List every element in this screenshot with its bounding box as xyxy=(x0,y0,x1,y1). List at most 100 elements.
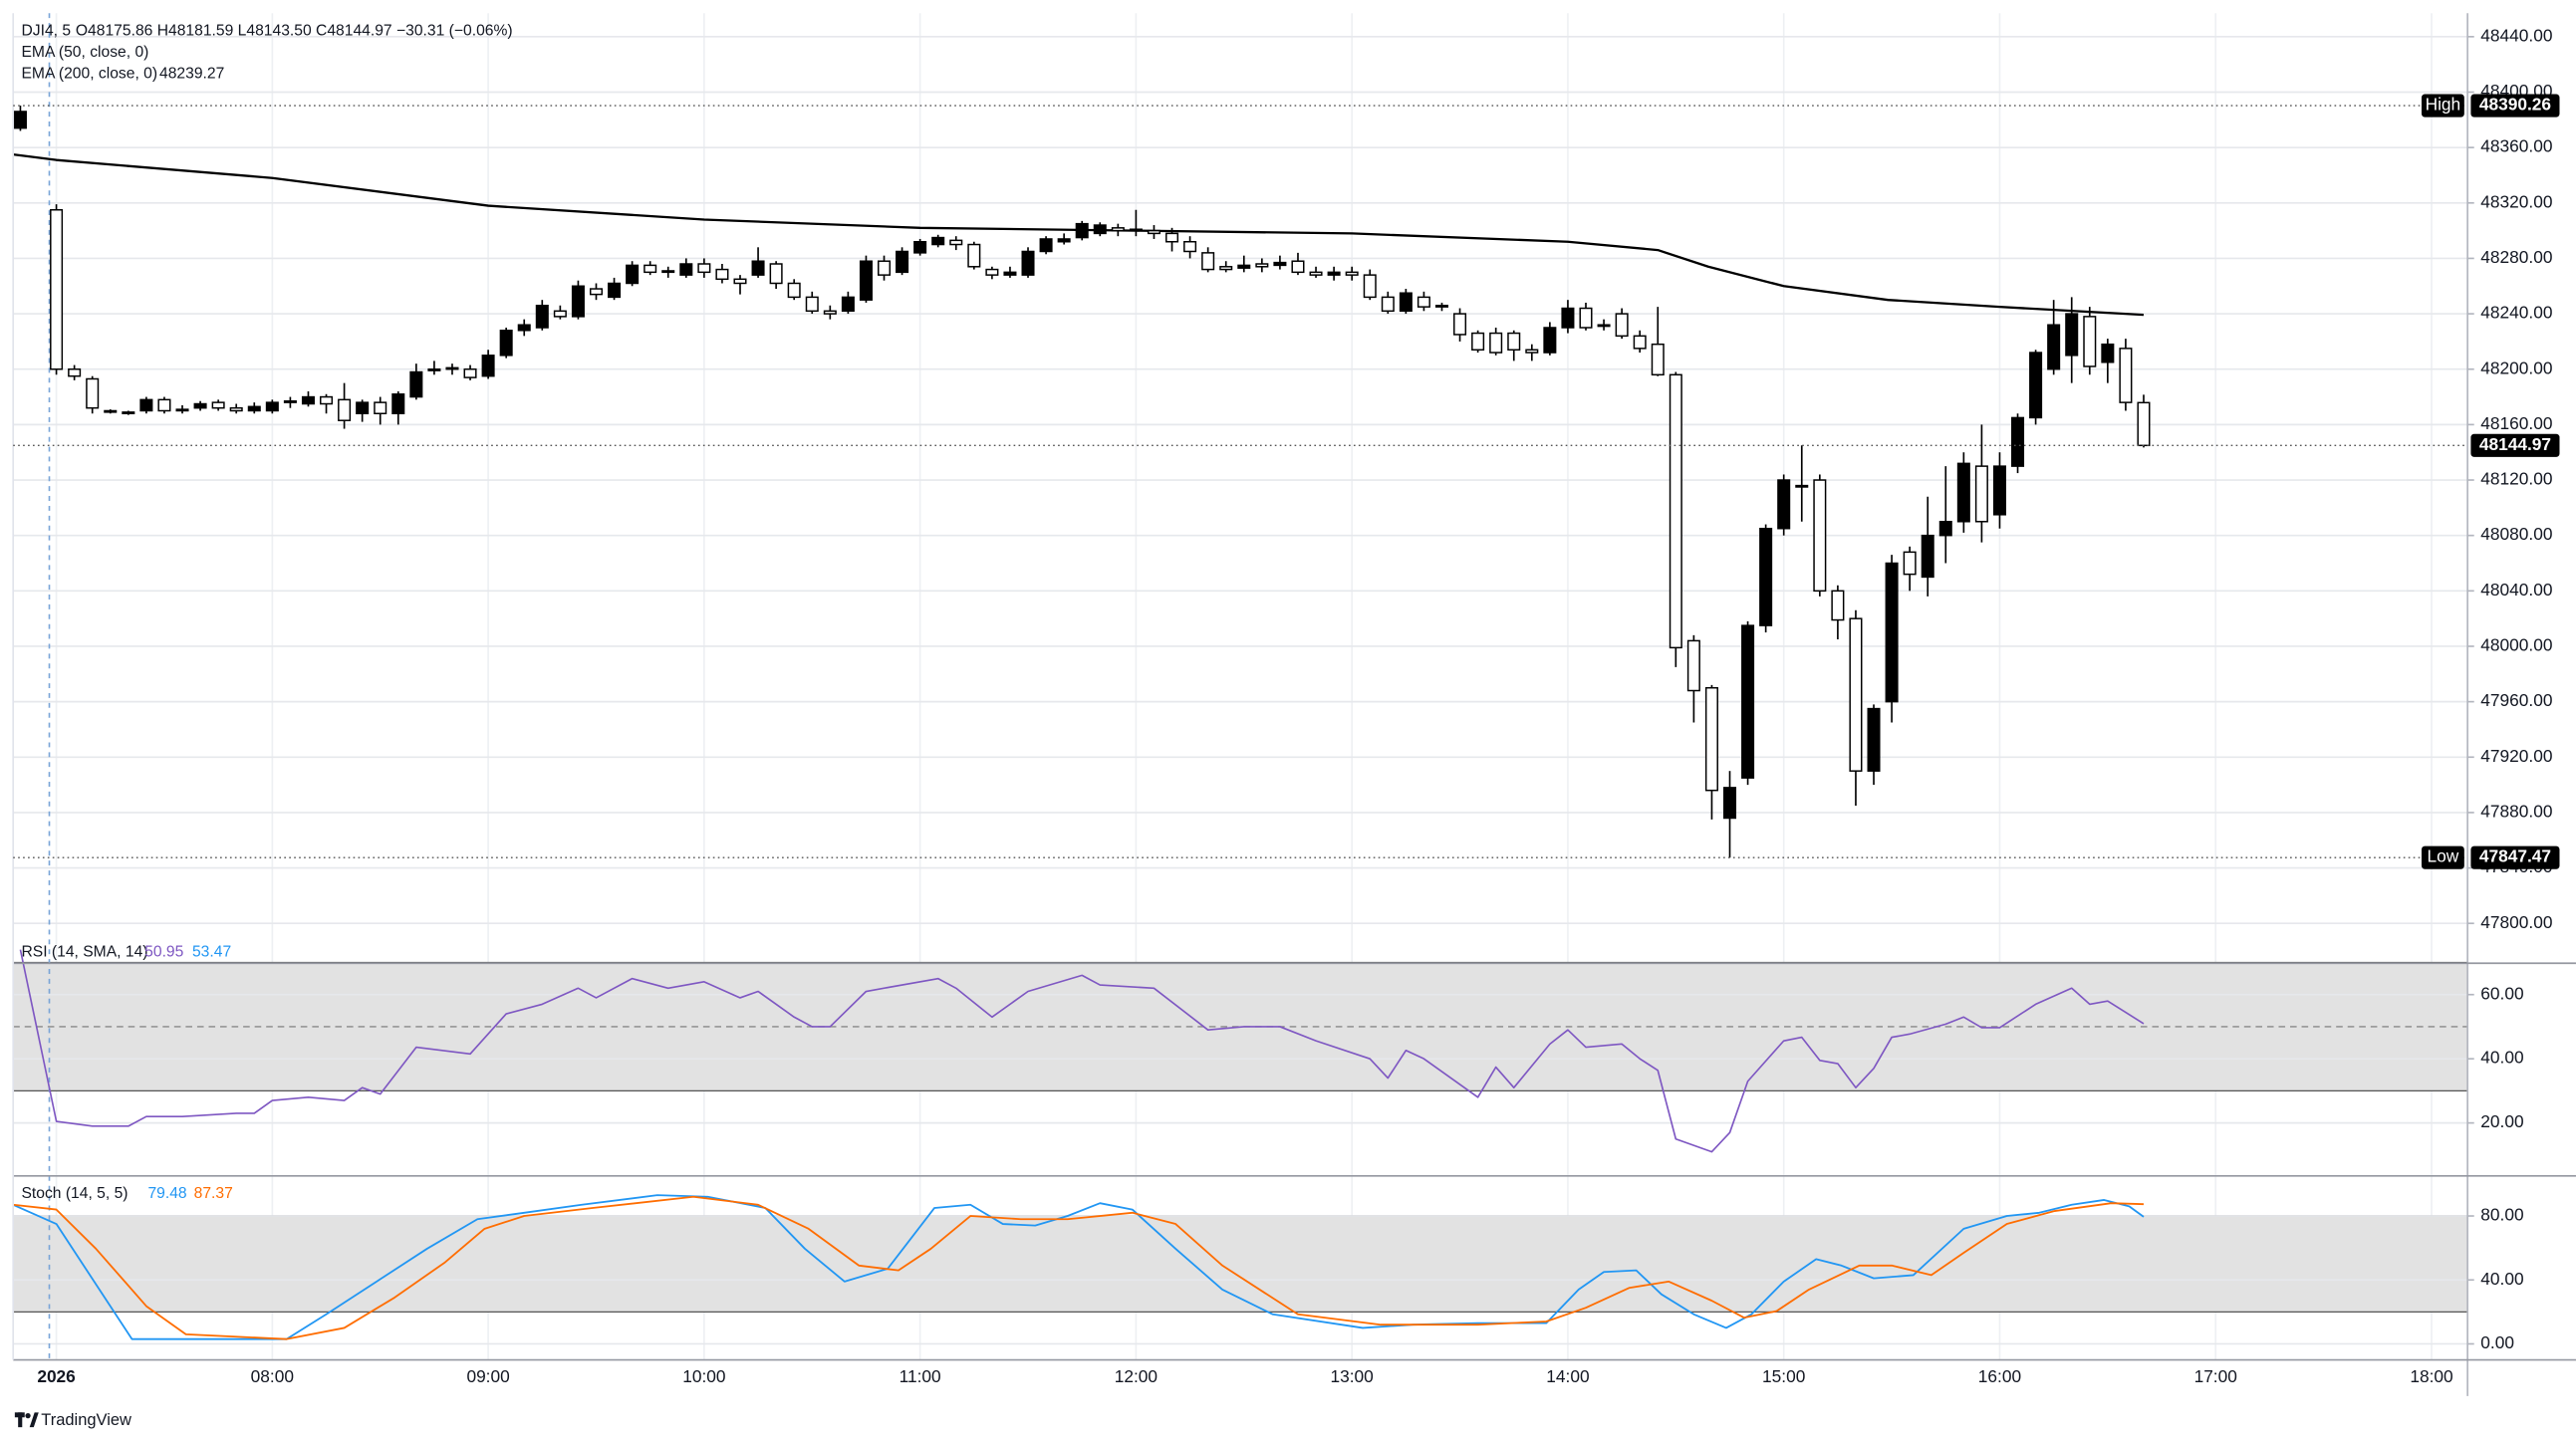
candle-body xyxy=(1237,264,1251,269)
y-tick-label: 47800.00 xyxy=(2480,912,2552,932)
candle-body xyxy=(1722,787,1737,820)
candle-body xyxy=(283,399,297,403)
candle-body xyxy=(463,367,477,378)
candle-body xyxy=(644,264,657,274)
marker-value-tag xyxy=(2470,94,2560,118)
candle-body xyxy=(1992,465,2006,516)
candle-body xyxy=(229,406,243,412)
candle-body xyxy=(445,366,459,370)
candle-body xyxy=(1669,373,1682,649)
candle-body xyxy=(1867,707,1881,772)
candle-body xyxy=(1633,335,1647,350)
rsi-value: 50.95 xyxy=(144,944,183,961)
candle-body xyxy=(193,402,207,409)
last-price-tag xyxy=(2470,433,2560,457)
x-tick-label: 15:00 xyxy=(1762,1366,1805,1386)
candle-body xyxy=(104,409,118,413)
candle-body xyxy=(949,239,963,246)
candle-body xyxy=(1417,296,1430,308)
candle-body xyxy=(86,377,100,409)
y-tick-label: 48120.00 xyxy=(2480,469,2552,489)
candle-body xyxy=(697,263,711,274)
logo xyxy=(14,1412,39,1428)
marker-value: 48390.26 xyxy=(2479,95,2551,115)
y-tick-label: 48320.00 xyxy=(2480,191,2552,211)
candle-body xyxy=(1381,296,1395,313)
stoch-d-value: 87.37 xyxy=(194,1185,233,1202)
stoch-legend: Stoch (14, 5, 5) xyxy=(21,1185,128,1202)
y-tick-label: 47960.00 xyxy=(2480,690,2552,710)
candle-body xyxy=(50,209,64,370)
marker-label: High xyxy=(2426,95,2461,115)
candle-body xyxy=(751,260,765,276)
candle-body xyxy=(553,310,567,318)
logo-shape xyxy=(18,1412,23,1428)
y-tick-label: 48080.00 xyxy=(2480,524,2552,544)
candle-body xyxy=(1615,313,1629,338)
candle-body xyxy=(2083,316,2097,367)
y-tick-label: 40.00 xyxy=(2480,1269,2523,1289)
candle-body xyxy=(1885,562,1899,703)
candle-body xyxy=(1183,241,1197,253)
candle-body xyxy=(122,411,135,414)
candle-body xyxy=(823,310,837,315)
candle-body xyxy=(589,288,604,296)
x-tick-label: 2026 xyxy=(37,1366,75,1386)
candle-body xyxy=(1147,229,1160,235)
candle-body xyxy=(1795,484,1809,488)
candle-body xyxy=(1849,617,1863,772)
band xyxy=(13,1216,2468,1313)
candle-body xyxy=(175,408,189,412)
candle-body xyxy=(985,268,999,276)
candle-body xyxy=(1434,304,1449,308)
candle-body xyxy=(1813,479,1827,593)
candle-body xyxy=(1759,527,1773,626)
candle-body xyxy=(896,250,909,274)
rsi-legend: RSI (14, SMA, 14) xyxy=(21,944,147,961)
candle-body xyxy=(1831,590,1845,621)
candle-body xyxy=(913,241,927,254)
y-tick-label: 20.00 xyxy=(2480,1111,2523,1131)
candle-body xyxy=(769,263,783,285)
marker-tag xyxy=(2421,94,2464,118)
candle-body xyxy=(608,282,622,299)
candle-body xyxy=(2011,416,2025,467)
candle-body xyxy=(877,260,892,276)
y-tick-label: 48200.00 xyxy=(2480,358,2552,377)
stoch-k-value: 79.48 xyxy=(147,1185,186,1202)
candle-body xyxy=(787,282,801,299)
candle-body xyxy=(1003,271,1017,276)
candle-body xyxy=(1651,343,1665,376)
candle-body xyxy=(805,296,819,313)
x-tick-label: 16:00 xyxy=(1978,1366,2021,1386)
candle-body xyxy=(338,398,352,421)
candle-body xyxy=(13,111,27,129)
last-price-label: 48144.97 xyxy=(2479,434,2551,454)
candle-body xyxy=(499,330,513,357)
candle-body xyxy=(1903,551,1917,576)
ohlc-readout: O48175.86 H48181.59 L48143.50 C48144.97 … xyxy=(76,22,513,39)
candle-body xyxy=(1921,534,1934,579)
candle-body xyxy=(1507,332,1521,352)
candle-body xyxy=(1075,222,1089,239)
y-tick-label: 48240.00 xyxy=(2480,303,2552,323)
x-tick-label: 17:00 xyxy=(2194,1366,2237,1386)
candle-body xyxy=(967,243,981,268)
candle-body xyxy=(1956,462,1970,523)
candle-body xyxy=(139,398,153,412)
candle-body xyxy=(626,264,640,285)
candle-body xyxy=(1938,521,1952,537)
symbol: DJI4, 5 xyxy=(21,22,71,39)
candle-body xyxy=(715,268,729,281)
y-tick-label: 0.00 xyxy=(2480,1332,2514,1352)
candle-body xyxy=(1489,332,1503,354)
candle-body xyxy=(1597,324,1611,328)
candle-body xyxy=(1219,266,1233,271)
y-tick-label: 60.00 xyxy=(2480,983,2523,1003)
candle-body xyxy=(859,260,873,301)
y-tick-label: 47920.00 xyxy=(2480,746,2552,766)
candle-body xyxy=(535,304,549,329)
candle-body xyxy=(661,270,675,274)
